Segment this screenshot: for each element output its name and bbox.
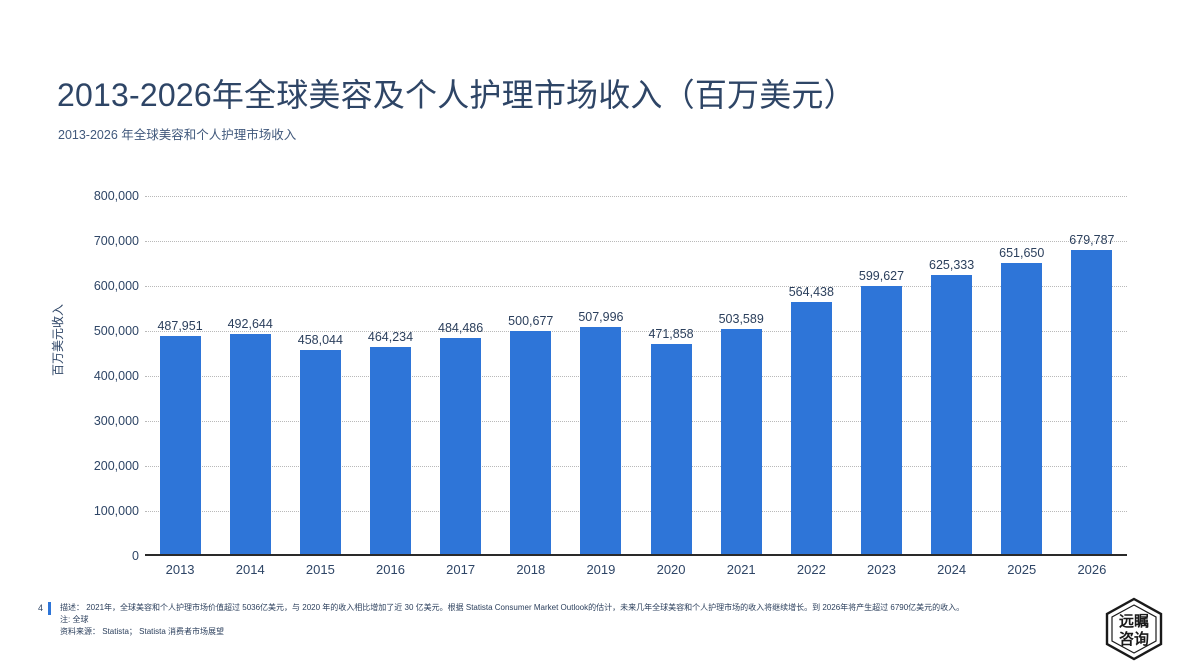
x-axis-tick-label: 2015 xyxy=(305,562,335,577)
bar-chart: 百万美元收入 0 100,000 200,000 300,000 400,000 500,… xyxy=(51,180,1127,580)
gridline xyxy=(145,331,1127,332)
bar-value-label: 464,234 xyxy=(367,330,414,345)
bar-slot: 484,486 xyxy=(426,196,496,556)
bar-series: 487,951 492,644 458,044 464,234 484,486 500,6… xyxy=(145,196,1127,556)
x-axis-ticks: 2013 2014 2015 2016 2017 2018 2019 2020 2021 2022… xyxy=(145,562,1127,584)
bar-slot: 679,787 xyxy=(1057,196,1127,556)
x-axis-tick-label: 2026 xyxy=(1077,562,1107,577)
x-axis-tick-label: 2017 xyxy=(446,562,476,577)
y-axis-tick-label: 800,000 xyxy=(93,189,139,203)
gridline xyxy=(145,376,1127,377)
gridline xyxy=(145,421,1127,422)
gridline xyxy=(145,466,1127,467)
logo-line1: 远瞩 xyxy=(1119,612,1149,630)
footer-accent-bar xyxy=(48,602,52,615)
page-title: 2013-2026年全球美容及个人护理市场收入（百万美元） xyxy=(57,77,856,113)
x-axis-tick-label: 2021 xyxy=(726,562,756,577)
bar[interactable] xyxy=(931,274,973,556)
page-number: 4 xyxy=(38,603,44,613)
bar-value-label: 458,044 xyxy=(297,332,343,347)
footer-description: 描述： 2021年，全球美容和个人护理市场价值超过 5036亿美元，与 2020… xyxy=(60,603,965,612)
bar-value-label: 625,333 xyxy=(929,257,975,272)
bar[interactable] xyxy=(440,337,482,556)
x-axis-tick-label: 2019 xyxy=(586,562,616,577)
bar-value-label: 503,589 xyxy=(718,312,764,327)
x-axis-tick-label: 2022 xyxy=(796,562,826,577)
x-axis-tick-label: 2023 xyxy=(867,562,896,577)
bar-slot: 564,438 xyxy=(776,196,846,556)
y-axis-tick-label: 300,000 xyxy=(93,414,139,428)
bar[interactable] xyxy=(369,347,411,556)
bar-value-label: 679,787 xyxy=(1069,233,1115,248)
logo-line2: 咨询 xyxy=(1119,630,1149,648)
bar-value-label: 599,627 xyxy=(858,269,905,284)
bar-slot: 458,044 xyxy=(285,196,355,556)
bar[interactable] xyxy=(790,302,832,556)
bar[interactable] xyxy=(299,349,341,556)
page-subtitle: 2013-2026 年全球美容和个人护理市场收入 xyxy=(58,128,297,142)
x-axis-tick-label: 2018 xyxy=(516,562,546,577)
bar-slot: 599,627 xyxy=(846,196,916,556)
footer-note: 注: 全球 xyxy=(60,615,89,624)
yuanzhu-consulting-logo: 远瞩 咨询 xyxy=(1101,596,1167,662)
bar-value-label: 484,486 xyxy=(438,320,484,335)
gridline xyxy=(145,196,1127,197)
bar-slot: 492,644 xyxy=(215,196,285,556)
x-axis-tick-label: 2025 xyxy=(1007,562,1037,577)
y-axis-tick-label: 0 xyxy=(132,549,139,563)
bar[interactable] xyxy=(1071,250,1113,556)
bar[interactable] xyxy=(510,330,552,556)
y-axis-tick-label: 100,000 xyxy=(93,504,139,518)
bar-slot: 503,589 xyxy=(706,196,776,556)
bar-slot: 507,996 xyxy=(566,196,636,556)
bar-value-label: 500,677 xyxy=(508,313,554,328)
bar-slot: 500,677 xyxy=(496,196,566,556)
footer-source: 资料来源： Statista； Statista 消费者市场展望 xyxy=(60,627,225,636)
footer: 4 描述： 2021年，全球美容和个人护理市场价值超过 5036亿美元，与 20… xyxy=(38,602,1098,638)
bar[interactable] xyxy=(860,286,902,556)
gridline xyxy=(145,241,1127,242)
y-axis-ticks: 0 100,000 200,000 300,000 400,000 500,000 600,… xyxy=(57,189,139,563)
gridline xyxy=(145,511,1127,512)
x-axis-tick-label: 2014 xyxy=(235,562,265,577)
axis-baseline xyxy=(145,554,1127,556)
bar-slot: 464,234 xyxy=(355,196,425,556)
footer-text: 描述： 2021年，全球美容和个人护理市场价值超过 5036亿美元，与 2020… xyxy=(60,602,964,638)
x-axis-tick-label: 2016 xyxy=(376,562,405,577)
y-axis-tick-label: 200,000 xyxy=(93,459,139,473)
bar[interactable] xyxy=(580,327,622,556)
hexagon-logo-icon: 远瞩 咨询 xyxy=(1105,597,1163,661)
bar-slot: 625,333 xyxy=(917,196,987,556)
bar-value-label: 492,644 xyxy=(227,317,273,332)
bar[interactable] xyxy=(720,329,762,556)
bar[interactable] xyxy=(650,343,692,556)
bar-slot: 487,951 xyxy=(145,196,215,556)
bar-value-label: 651,650 xyxy=(999,245,1045,260)
y-axis-tick-label: 500,000 xyxy=(93,324,139,338)
bar-value-label: 471,858 xyxy=(648,326,694,341)
bar[interactable] xyxy=(159,336,201,556)
y-axis-tick-label: 600,000 xyxy=(93,279,139,293)
bar[interactable] xyxy=(1001,262,1043,556)
bar-slot: 471,858 xyxy=(636,196,706,556)
plot-area: 487,951 492,644 458,044 464,234 484,486 500,6… xyxy=(145,196,1127,556)
gridline xyxy=(145,286,1127,287)
bar-value-label: 507,996 xyxy=(578,310,624,325)
x-axis-tick-label: 2020 xyxy=(656,562,686,577)
x-axis-tick-label: 2024 xyxy=(937,562,967,577)
bar-slot: 651,650 xyxy=(987,196,1057,556)
bar[interactable] xyxy=(229,334,271,556)
x-axis-tick-label: 2013 xyxy=(165,562,195,577)
bar-value-label: 487,951 xyxy=(157,319,203,334)
y-axis-tick-label: 700,000 xyxy=(93,234,139,248)
y-axis-tick-label: 400,000 xyxy=(93,369,139,383)
bar-value-label: 564,438 xyxy=(788,285,834,300)
